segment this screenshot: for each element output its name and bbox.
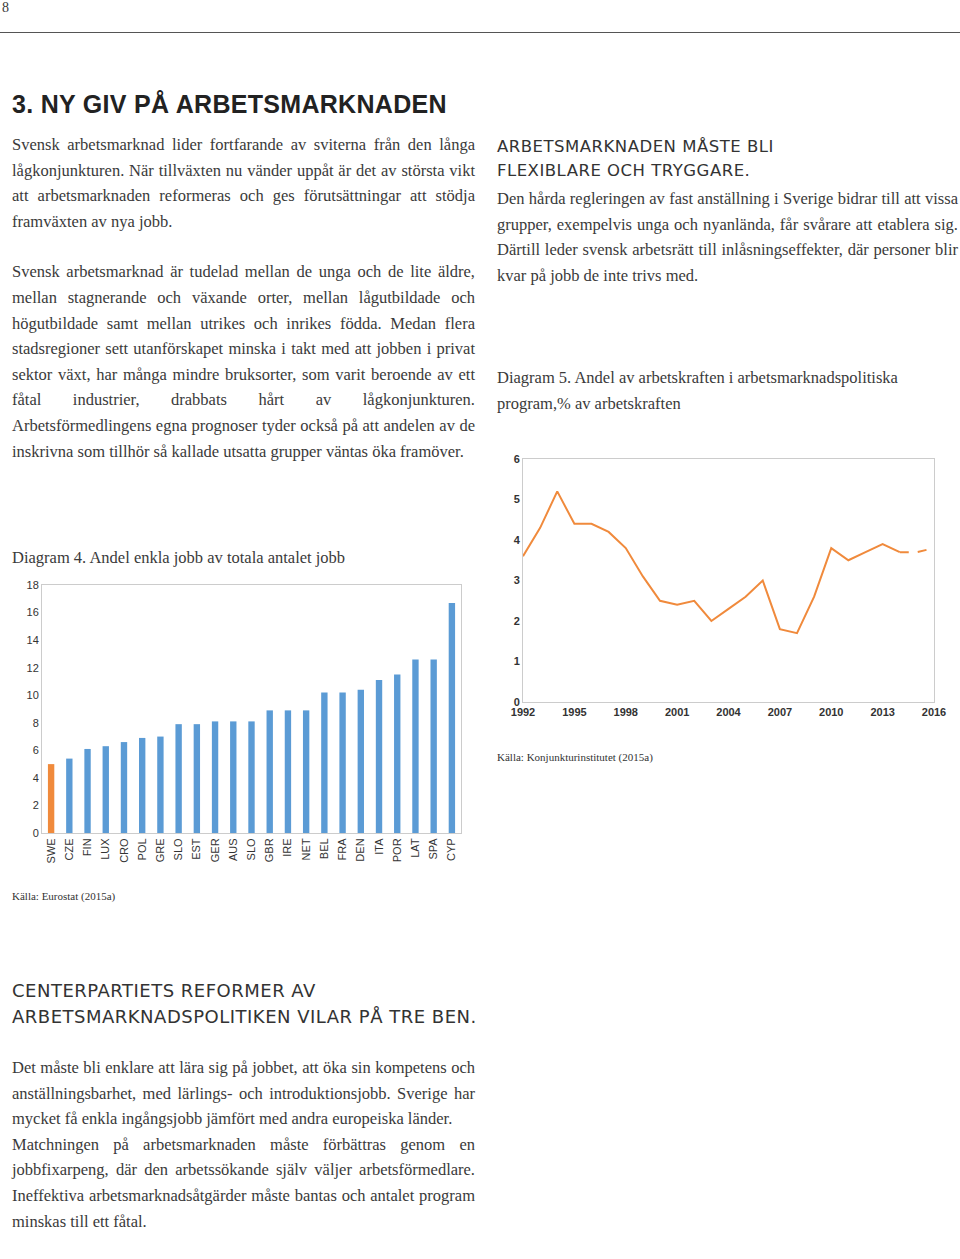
svg-text:6: 6 (514, 453, 520, 465)
svg-text:NET: NET (300, 838, 312, 860)
svg-text:CRO: CRO (118, 838, 130, 863)
svg-text:16: 16 (27, 606, 39, 618)
svg-text:0: 0 (514, 696, 520, 708)
svg-text:1998: 1998 (614, 706, 638, 718)
svg-text:2004: 2004 (716, 706, 741, 718)
svg-text:EST: EST (190, 838, 202, 860)
html-text:Källa: Eurostat (2015a): Källa: Eurostat (2015a) (12, 890, 116, 902)
svg-text:1: 1 (514, 655, 520, 667)
svg-text:IRE: IRE (282, 838, 294, 856)
svg-text:10: 10 (27, 689, 39, 701)
svg-text:GER: GER (209, 838, 221, 862)
svg-text:4: 4 (514, 534, 521, 546)
svg-text:SPA: SPA (427, 838, 439, 860)
svg-text:CYP: CYP (445, 838, 457, 861)
svg-text:ITA: ITA (373, 838, 385, 855)
svg-text:LUX: LUX (99, 838, 111, 860)
svg-text:4: 4 (33, 772, 39, 784)
svg-text:POR: POR (391, 838, 403, 862)
svg-text:CZE: CZE (63, 838, 75, 860)
svg-text:12: 12 (27, 662, 39, 674)
html-text:ARBETSMARKNADEN MÅSTE BLI FLEX: ARBETSMARKNADEN MÅSTE BLI FLEXIBLARE OCH… (497, 137, 774, 180)
svg-text:BEL: BEL (318, 838, 330, 859)
svg-text:1992: 1992 (511, 706, 535, 718)
html-text:Källa: Konjunkturinstitutet (2: Källa: Konjunkturinstitutet (2015a) (497, 751, 653, 763)
svg-text:DEN: DEN (354, 838, 366, 861)
svg-text:0: 0 (33, 827, 39, 839)
svg-text:2: 2 (33, 799, 39, 811)
html-text:Diagram 5. Andel av arbetskraf: Diagram 5. Andel av arbetskraften i arbe… (497, 368, 898, 413)
html-text:Diagram 4. Andel enkla jobb av: Diagram 4. Andel enkla jobb av totala an… (12, 548, 346, 567)
svg-text:2001: 2001 (665, 706, 689, 718)
html-text:Svensk arbetsmarknad lider for: Svensk arbetsmarknad lider fortfarande a… (12, 135, 475, 231)
svg-text:GBR: GBR (263, 838, 275, 862)
svg-text:SWE: SWE (45, 838, 57, 863)
html-text:Matchningen på arbetsmarknaden: Matchningen på arbetsmarknaden måste för… (12, 1134, 475, 1231)
svg-text:LAT: LAT (409, 838, 421, 858)
svg-text:1995: 1995 (562, 706, 586, 718)
svg-text:FIN: FIN (81, 838, 93, 856)
svg-text:2016: 2016 (922, 706, 946, 718)
svg-text:6: 6 (33, 744, 39, 756)
svg-text:GRE: GRE (154, 838, 166, 862)
svg-text:2013: 2013 (870, 706, 894, 718)
svg-text:2007: 2007 (768, 706, 792, 718)
html-text:8: 8 (2, 0, 9, 15)
svg-text:14: 14 (27, 634, 39, 646)
svg-text:AUS: AUS (227, 838, 239, 861)
html-text:Svensk arbetsmarknad är tudela: Svensk arbetsmarknad är tudelad mellan d… (12, 262, 475, 461)
html-text:Det måste bli enklare att lära: Det måste bli enklare att lära sig på jo… (12, 1058, 475, 1129)
svg-text:POL: POL (136, 838, 148, 860)
svg-text:18: 18 (27, 579, 39, 591)
svg-text:3: 3 (514, 574, 520, 586)
svg-text:2010: 2010 (819, 706, 843, 718)
svg-text:SLO: SLO (245, 838, 257, 860)
svg-text:5: 5 (514, 493, 520, 505)
html-text:3. NY GIV PÅ ARBETSMARKNADEN: 3. NY GIV PÅ ARBETSMARKNADEN (12, 90, 447, 118)
svg-text:FRA: FRA (336, 838, 348, 861)
svg-text:8: 8 (33, 717, 39, 729)
svg-text:SLO: SLO (172, 838, 184, 860)
svg-text:2: 2 (514, 615, 520, 627)
html-text:CENTERPARTIETS REFORMER AV ARB: CENTERPARTIETS REFORMER AV ARBETSMARKNAD… (12, 980, 477, 1027)
html-text:Den hårda regleringen av fast: Den hårda regleringen av fast anställnin… (497, 189, 958, 285)
